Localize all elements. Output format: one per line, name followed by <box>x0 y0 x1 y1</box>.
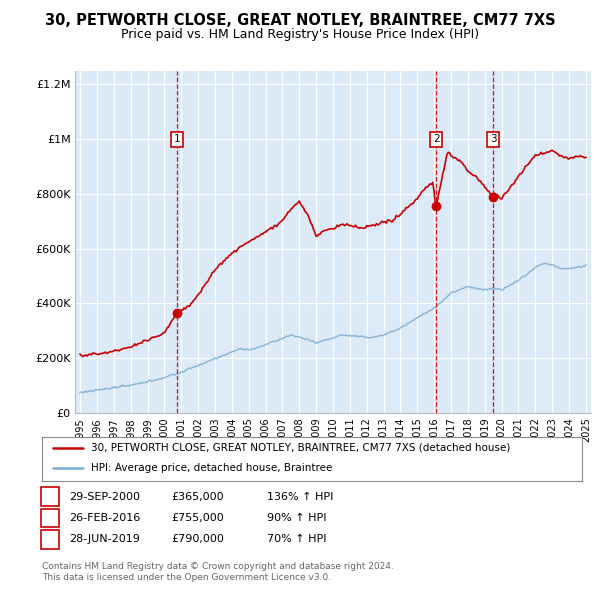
Text: 3: 3 <box>490 135 496 144</box>
Text: 28-JUN-2019: 28-JUN-2019 <box>69 535 140 544</box>
Text: Contains HM Land Registry data © Crown copyright and database right 2024.
This d: Contains HM Land Registry data © Crown c… <box>42 562 394 582</box>
Text: Price paid vs. HM Land Registry's House Price Index (HPI): Price paid vs. HM Land Registry's House … <box>121 28 479 41</box>
Text: £790,000: £790,000 <box>171 535 224 544</box>
Text: 90% ↑ HPI: 90% ↑ HPI <box>267 513 326 523</box>
Text: 30, PETWORTH CLOSE, GREAT NOTLEY, BRAINTREE, CM77 7XS (detached house): 30, PETWORTH CLOSE, GREAT NOTLEY, BRAINT… <box>91 442 510 453</box>
Text: 1: 1 <box>47 492 54 502</box>
Text: 2: 2 <box>47 513 54 523</box>
Text: 2: 2 <box>433 135 440 144</box>
Text: 136% ↑ HPI: 136% ↑ HPI <box>267 492 334 502</box>
Text: 30, PETWORTH CLOSE, GREAT NOTLEY, BRAINTREE, CM77 7XS: 30, PETWORTH CLOSE, GREAT NOTLEY, BRAINT… <box>44 13 556 28</box>
Text: 3: 3 <box>47 535 54 544</box>
Text: 29-SEP-2000: 29-SEP-2000 <box>69 492 140 502</box>
Text: £365,000: £365,000 <box>171 492 224 502</box>
Text: 26-FEB-2016: 26-FEB-2016 <box>69 513 140 523</box>
Text: HPI: Average price, detached house, Braintree: HPI: Average price, detached house, Brai… <box>91 464 332 473</box>
Text: 1: 1 <box>174 135 181 144</box>
Text: £755,000: £755,000 <box>171 513 224 523</box>
Text: 70% ↑ HPI: 70% ↑ HPI <box>267 535 326 544</box>
